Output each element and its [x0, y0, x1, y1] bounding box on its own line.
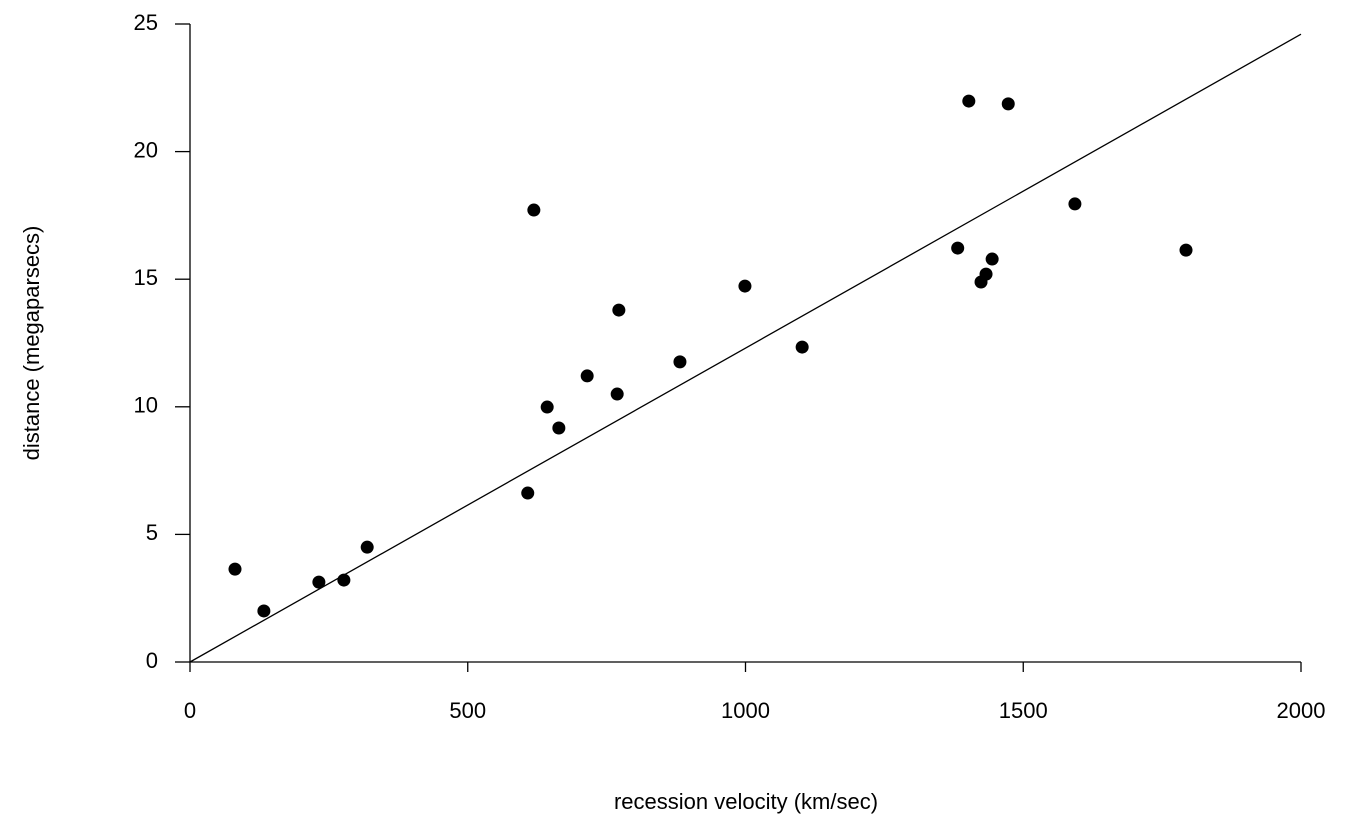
point: [985, 252, 999, 266]
point: [360, 540, 374, 554]
point: [962, 94, 976, 108]
point: [1001, 97, 1015, 111]
point: [312, 575, 326, 589]
point: [337, 573, 351, 587]
y-tick-label: 25: [134, 10, 158, 35]
point: [610, 387, 624, 401]
y-tick-label: 0: [146, 648, 158, 673]
point: [795, 340, 809, 354]
point: [1179, 243, 1193, 257]
x-tick-label: 0: [184, 698, 196, 723]
x-tick-label: 500: [449, 698, 486, 723]
y-tick-label: 5: [146, 520, 158, 545]
y-tick-label: 10: [134, 393, 158, 418]
y-axis-title: distance (megaparsecs): [19, 226, 44, 461]
point: [673, 355, 687, 369]
point: [951, 241, 965, 255]
point: [580, 369, 594, 383]
point: [612, 303, 626, 317]
point: [527, 203, 541, 217]
point: [979, 267, 993, 281]
trend-line: [189, 33, 1302, 663]
point: [521, 486, 535, 500]
x-tick-label: 1500: [999, 698, 1048, 723]
y-tick-label: 15: [134, 265, 158, 290]
point: [257, 604, 271, 618]
x-tick-label: 1000: [721, 698, 770, 723]
point: [228, 562, 242, 576]
x-tick-label: 2000: [1277, 698, 1326, 723]
y-tick-label: 20: [134, 137, 158, 162]
point: [1068, 197, 1082, 211]
point: [540, 400, 554, 414]
x-axis-title: recession velocity (km/sec): [614, 789, 878, 814]
point: [738, 279, 752, 293]
point: [552, 421, 566, 435]
